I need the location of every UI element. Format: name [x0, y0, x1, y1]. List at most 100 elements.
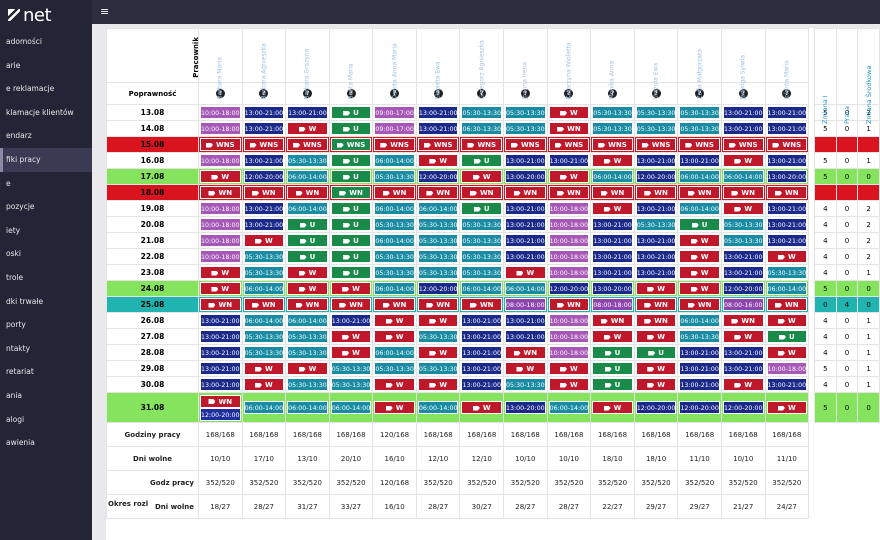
- shift-chip[interactable]: W: [635, 378, 677, 391]
- shift-cell[interactable]: 13:00-21:00: [633, 200, 679, 217]
- shift-cell[interactable]: W: [633, 280, 679, 297]
- sidebar-item[interactable]: arie: [6, 60, 21, 70]
- shift-cell[interactable]: WN: [285, 184, 330, 201]
- help-icon[interactable]: ?: [259, 89, 269, 98]
- shift-cell[interactable]: 13:00-21:00: [590, 248, 635, 265]
- shift-cell[interactable]: 05:30-13:30: [633, 104, 679, 121]
- sidebar-item[interactable]: e: [6, 178, 11, 188]
- shift-cell[interactable]: W: [415, 312, 461, 329]
- shift-chip[interactable]: U: [330, 106, 372, 119]
- shift-chip[interactable]: 05:30-13:30: [722, 234, 764, 247]
- shift-chip[interactable]: 09:00-17:00: [374, 106, 415, 119]
- shift-chip[interactable]: WN: [200, 298, 241, 311]
- shift-cell[interactable]: 05:30-13:30: [633, 216, 679, 233]
- shift-chip[interactable]: 13:00-21:00: [635, 250, 677, 263]
- shift-chip[interactable]: W: [766, 346, 808, 359]
- shift-cell[interactable]: W: [285, 120, 330, 137]
- shift-chip[interactable]: 13:00-21:00: [243, 106, 285, 119]
- help-icon[interactable]: ?: [695, 89, 705, 98]
- shift-cell[interactable]: WN: [546, 296, 592, 313]
- shift-chip[interactable]: WN: [679, 298, 720, 311]
- shift-chip[interactable]: 13:00-20:00: [766, 170, 808, 183]
- help-icon[interactable]: ?: [520, 89, 530, 98]
- shift-chip[interactable]: W: [417, 346, 459, 359]
- shift-chip[interactable]: 05:30-13:30: [417, 250, 459, 263]
- shift-cell[interactable]: W: [241, 360, 287, 377]
- shift-cell[interactable]: 13:00-21:00: [503, 152, 548, 169]
- shift-cell[interactable]: 06:00-14:00: [503, 280, 548, 297]
- shift-cell[interactable]: 05:30-13:30: [503, 120, 548, 137]
- shift-cell[interactable]: 13:00-21:00: [764, 216, 810, 233]
- shift-chip[interactable]: 13:00-20:00: [505, 401, 546, 414]
- shift-chip[interactable]: 13:00-21:00: [505, 154, 546, 167]
- shift-cell[interactable]: W: [285, 360, 330, 377]
- shift-cell[interactable]: 05:30-13:30: [372, 216, 417, 233]
- help-icon[interactable]: ?: [651, 89, 661, 98]
- shift-chip[interactable]: W: [374, 330, 415, 343]
- shift-chip[interactable]: WNS: [766, 138, 808, 151]
- shift-cell[interactable]: WN: [764, 184, 810, 201]
- shift-chip[interactable]: 06:00-14:00: [461, 282, 503, 295]
- shift-chip[interactable]: 10:00-18:00: [548, 202, 590, 215]
- shift-chip[interactable]: WN: [287, 186, 328, 199]
- shift-cell[interactable]: W: [198, 264, 243, 281]
- shift-cell[interactable]: WN: [546, 120, 592, 137]
- shift-chip[interactable]: W: [461, 401, 503, 414]
- shift-cell[interactable]: W: [372, 312, 417, 329]
- shift-cell[interactable]: WN: [677, 184, 722, 201]
- shift-chip[interactable]: 05:30-13:30: [505, 122, 546, 135]
- shift-chip[interactable]: 13:00-21:00: [592, 250, 633, 263]
- shift-chip[interactable]: W: [679, 234, 720, 247]
- shift-cell[interactable]: 12:00-20:00: [677, 392, 722, 423]
- shift-chip[interactable]: 10:00-18:00: [200, 250, 241, 263]
- employee-name[interactable]: Beata Maria: [328, 28, 374, 100]
- shift-chip[interactable]: 05:30-13:30: [505, 378, 546, 391]
- shift-chip[interactable]: W: [548, 362, 590, 375]
- shift-chip[interactable]: W: [548, 378, 590, 391]
- shift-chip[interactable]: W: [374, 314, 415, 327]
- shift-chip[interactable]: 06:00-14:00: [417, 202, 459, 215]
- shift-cell[interactable]: 09:00-17:00: [372, 120, 417, 137]
- shift-cell[interactable]: 06:00-14:00: [372, 280, 417, 297]
- shift-chip[interactable]: 05:30-13:30: [635, 106, 677, 119]
- shift-cell[interactable]: 13:00-21:00: [764, 152, 810, 169]
- employee-name[interactable]: Urszula Ewa: [633, 28, 679, 100]
- shift-chip[interactable]: WNS: [243, 138, 285, 151]
- shift-cell[interactable]: WN: [241, 184, 287, 201]
- shift-cell[interactable]: W: [764, 392, 810, 423]
- shift-chip[interactable]: 13:00-21:00: [766, 218, 808, 231]
- shift-cell[interactable]: 05:30-13:30: [677, 328, 722, 345]
- shift-cell[interactable]: 13:00-21:00: [241, 216, 287, 233]
- shift-chip[interactable]: 13:00-21:00: [679, 346, 720, 359]
- shift-chip[interactable]: 06:00-14:00: [592, 170, 633, 183]
- shift-chip[interactable]: 06:00-14:00: [505, 282, 546, 295]
- shift-cell[interactable]: U: [328, 104, 374, 121]
- shift-chip[interactable]: W: [243, 362, 285, 375]
- employee-name[interactable]: Jadwiga Sylwia: [720, 28, 766, 100]
- shift-chip[interactable]: 13:00-21:00: [243, 218, 285, 231]
- sidebar-item[interactable]: fiki pracy: [0, 147, 92, 172]
- shift-chip[interactable]: 10:00-18:00: [200, 234, 241, 247]
- shift-chip[interactable]: 10:00-18:00: [200, 154, 241, 167]
- shift-chip[interactable]: 05:30-13:30: [461, 234, 503, 247]
- shift-cell[interactable]: WNS: [546, 136, 592, 153]
- shift-cell[interactable]: U: [590, 376, 635, 393]
- shift-chip[interactable]: WN: [766, 186, 808, 199]
- shift-chip[interactable]: 05:30-13:30: [417, 362, 459, 375]
- shift-cell[interactable]: 10:00-18:00: [546, 216, 592, 233]
- sidebar-item[interactable]: ntakty: [6, 343, 31, 353]
- shift-chip[interactable]: W: [679, 282, 720, 295]
- shift-chip[interactable]: 05:30-13:30: [243, 266, 285, 279]
- shift-cell[interactable]: W: [372, 392, 417, 423]
- shift-cell[interactable]: 06:00-14:00: [720, 168, 766, 185]
- shift-chip[interactable]: 08:00-16:00: [722, 298, 764, 311]
- shift-cell[interactable]: U: [677, 216, 722, 233]
- shift-cell[interactable]: U: [328, 152, 374, 169]
- sidebar-item[interactable]: ania: [6, 390, 23, 400]
- shift-cell[interactable]: 10:00-18:00: [198, 120, 243, 137]
- shift-chip[interactable]: WNS: [461, 138, 503, 151]
- shift-cell[interactable]: W: [503, 264, 548, 281]
- shift-cell[interactable]: 10:00-18:00: [546, 328, 592, 345]
- shift-chip[interactable]: 10:00-18:00: [200, 106, 241, 119]
- shift-cell[interactable]: W: [590, 200, 635, 217]
